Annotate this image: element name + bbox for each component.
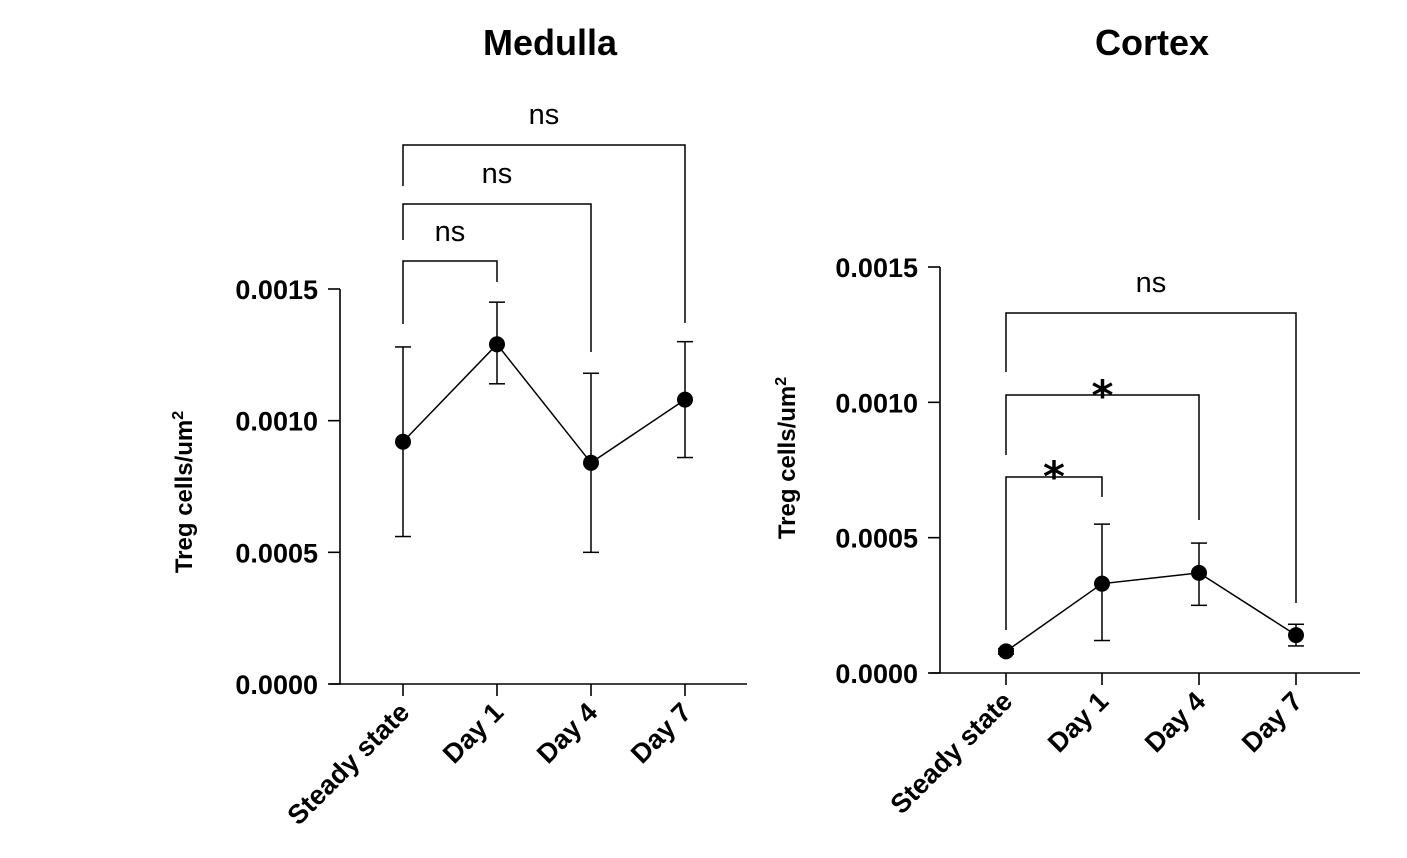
series-line xyxy=(402,343,686,464)
x-tick-label: Day 1 xyxy=(437,697,509,769)
y-axis-label: Treg cells/um2 xyxy=(773,377,801,539)
x-tick-label: Steady state xyxy=(885,686,1019,820)
y-axis-label: Treg cells/um2 xyxy=(170,411,198,573)
chart-title: Cortex xyxy=(1095,22,1209,63)
significance-label: ns xyxy=(435,216,466,248)
data-point xyxy=(489,336,505,353)
data-point xyxy=(1288,627,1304,644)
data-point xyxy=(1191,564,1207,581)
significance-label: * xyxy=(1043,452,1065,501)
significance-bracket xyxy=(1005,394,1200,520)
chart-title: Medulla xyxy=(483,22,618,63)
y-tick-label: 0.0005 xyxy=(835,524,918,554)
data-point xyxy=(998,643,1014,660)
significance-label: * xyxy=(1092,371,1114,420)
x-tick-label: Day 4 xyxy=(531,697,603,769)
significance-label: ns xyxy=(1136,267,1167,299)
chart-medulla: Medulla Treg cells/um2 0.0000 0.0005 0.0010 0… xyxy=(170,22,747,831)
y-tick-label: 0.0010 xyxy=(835,388,918,418)
y-tick-label: 0.0015 xyxy=(835,253,918,283)
significance-bracket xyxy=(1005,476,1103,630)
data-point xyxy=(583,454,599,471)
x-tick-label: Day 7 xyxy=(1236,686,1308,758)
data-point xyxy=(677,391,693,408)
y-tick-label: 0.0000 xyxy=(835,659,918,689)
significance-bracket xyxy=(1005,312,1297,603)
y-tick-label: 0.0005 xyxy=(235,538,318,568)
significance-bracket xyxy=(402,203,592,352)
y-tick-label: 0.0010 xyxy=(235,407,318,437)
significance-label: ns xyxy=(529,99,560,131)
y-axis-label-superscript: 2 xyxy=(170,411,187,420)
data-point xyxy=(1094,575,1110,592)
significance-bracket xyxy=(402,144,686,323)
y-axis-label-text: Treg cells/um xyxy=(171,420,198,573)
significance-label: ns xyxy=(482,158,513,190)
chart-cortex: Cortex Treg cells/um2 0.0000 0.0005 0.0010 0.… xyxy=(773,22,1360,820)
x-tick-label: Steady state xyxy=(282,697,416,831)
y-tick-label: 0.0000 xyxy=(235,670,318,700)
y-axis-label-superscript: 2 xyxy=(773,377,790,386)
x-tick-label: Day 1 xyxy=(1042,686,1114,758)
y-axis-label-text: Treg cells/um xyxy=(774,386,801,539)
significance-bracket xyxy=(402,260,498,324)
x-tick-label: Day 4 xyxy=(1139,686,1211,758)
series-line xyxy=(1005,572,1297,652)
y-tick-label: 0.0015 xyxy=(235,275,318,305)
data-point xyxy=(395,433,411,450)
x-tick-label: Day 7 xyxy=(625,697,697,769)
